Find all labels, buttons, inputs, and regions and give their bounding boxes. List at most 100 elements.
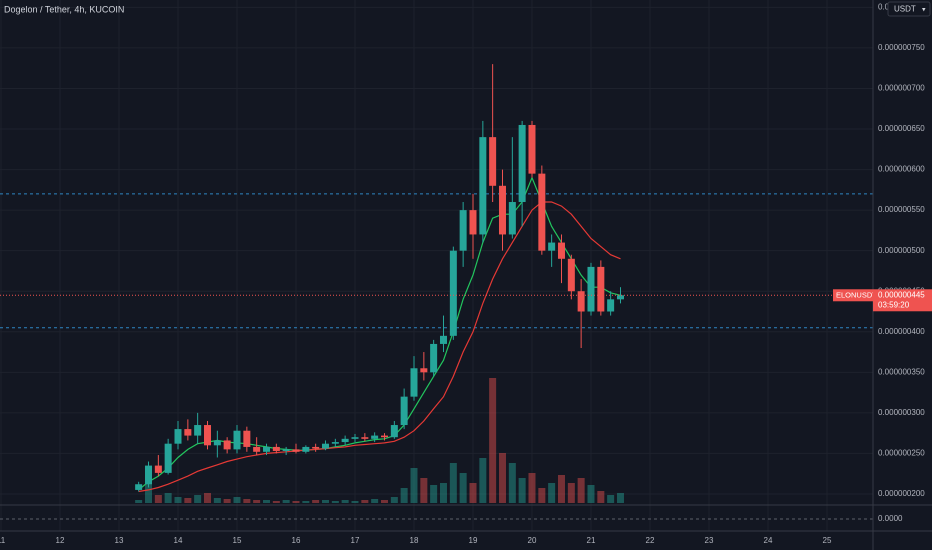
- candle-body: [528, 124, 536, 174]
- currency-caret[interactable]: ▾: [922, 6, 926, 13]
- chart-title: Dogelon / Tether, 4h, KUCOIN: [4, 4, 124, 14]
- candle-body: [223, 440, 231, 450]
- volume-bar: [184, 498, 192, 503]
- y-tick-label: 0.000000350: [878, 367, 925, 376]
- volume-bar: [371, 499, 379, 503]
- volume-bar: [174, 497, 182, 503]
- candle-body: [262, 446, 270, 452]
- x-tick-label: 12: [56, 536, 65, 545]
- candle-body: [282, 449, 290, 451]
- volume-bar: [410, 468, 418, 503]
- volume-bar: [233, 497, 241, 503]
- volume-bar: [567, 483, 575, 503]
- symbol-label: ELONUSDT: [836, 290, 877, 299]
- currency-button[interactable]: [887, 1, 931, 17]
- x-tick-label: 24: [764, 536, 773, 545]
- candle-body: [331, 442, 339, 444]
- x-tick-label: 18: [410, 536, 419, 545]
- volume-bar: [282, 500, 290, 503]
- y-tick-label: 0.000000700: [878, 84, 925, 93]
- volume-bar: [557, 475, 565, 503]
- candle-body: [577, 291, 585, 312]
- countdown-label: 03:59:20: [878, 300, 910, 309]
- candle-body: [321, 443, 329, 449]
- volume-bar: [469, 483, 477, 503]
- candle-body: [449, 250, 457, 336]
- candle-body: [302, 446, 310, 452]
- y-tick-label: 0.000000550: [878, 205, 925, 214]
- x-tick-label: 22: [646, 536, 655, 545]
- y-tick-label: 0.000000200: [878, 489, 925, 498]
- candle-body: [380, 435, 388, 438]
- candle-body: [430, 343, 438, 373]
- x-tick-label: 21: [587, 536, 596, 545]
- volume-bar: [528, 473, 536, 503]
- y-tick-label: 0.000000250: [878, 449, 925, 458]
- candle-body: [135, 484, 143, 490]
- currency-label[interactable]: USDT: [894, 5, 916, 14]
- volume-bar: [459, 473, 467, 503]
- volume-bar: [390, 497, 398, 503]
- candle-body: [538, 173, 546, 251]
- volume-bar: [262, 500, 270, 503]
- volume-bar: [292, 501, 300, 503]
- candle-body: [292, 449, 300, 452]
- volume-bar: [430, 485, 438, 503]
- candle-body: [597, 266, 605, 312]
- candle-body: [174, 429, 182, 444]
- candle-body: [154, 465, 162, 473]
- candle-body: [272, 446, 280, 451]
- x-tick-label: 25: [823, 536, 832, 545]
- volume-bar: [587, 485, 595, 503]
- candle-body: [567, 258, 575, 292]
- volume-bar: [361, 500, 369, 503]
- volume-bar: [400, 488, 408, 503]
- y-tick-label: 0.000000750: [878, 43, 925, 52]
- candle-body: [194, 425, 202, 436]
- volume-bar: [213, 498, 221, 503]
- candle-body: [361, 437, 369, 439]
- volume-bar: [538, 488, 546, 503]
- candle-body: [184, 429, 192, 436]
- x-tick-label: 14: [174, 536, 183, 545]
- volume-bar: [154, 495, 162, 503]
- volume-bar: [223, 499, 231, 503]
- candle-body: [253, 446, 261, 452]
- candle-body: [400, 396, 408, 426]
- volume-bar: [272, 501, 280, 503]
- volume-bar: [489, 378, 497, 503]
- volume-bar: [164, 493, 172, 503]
- last-price-label: 0.000000445: [878, 290, 925, 299]
- grid: [0, 0, 873, 531]
- candle-body: [203, 425, 211, 446]
- candle-body: [144, 465, 152, 485]
- volume-bar: [341, 500, 349, 503]
- x-tick-label: 11: [0, 536, 6, 545]
- volume-bar: [449, 463, 457, 503]
- y-tick-label: 0.000000600: [878, 165, 925, 174]
- candle-body: [213, 440, 221, 446]
- candle-body: [518, 124, 526, 203]
- volume-bar: [439, 483, 447, 503]
- price-box: [873, 289, 932, 312]
- candle-body: [607, 299, 615, 312]
- symbol-box: [833, 289, 873, 302]
- y-tick-label: 0.000000650: [878, 124, 925, 133]
- candle-body: [557, 242, 565, 259]
- volume-bar: [498, 453, 506, 503]
- candle-body: [587, 266, 595, 312]
- candle-body: [312, 446, 320, 449]
- y-tick-label: 0.000000500: [878, 246, 925, 255]
- candle-body: [420, 368, 428, 373]
- y-tick-label: 0.000000400: [878, 327, 925, 336]
- candle-body: [479, 137, 487, 235]
- candle-body: [410, 368, 418, 397]
- volume-bar: [135, 500, 143, 503]
- volume-bar: [518, 478, 526, 503]
- volume-bar: [312, 500, 320, 503]
- candle-body: [243, 430, 251, 447]
- candle-body: [616, 295, 624, 300]
- candle-body: [341, 438, 349, 443]
